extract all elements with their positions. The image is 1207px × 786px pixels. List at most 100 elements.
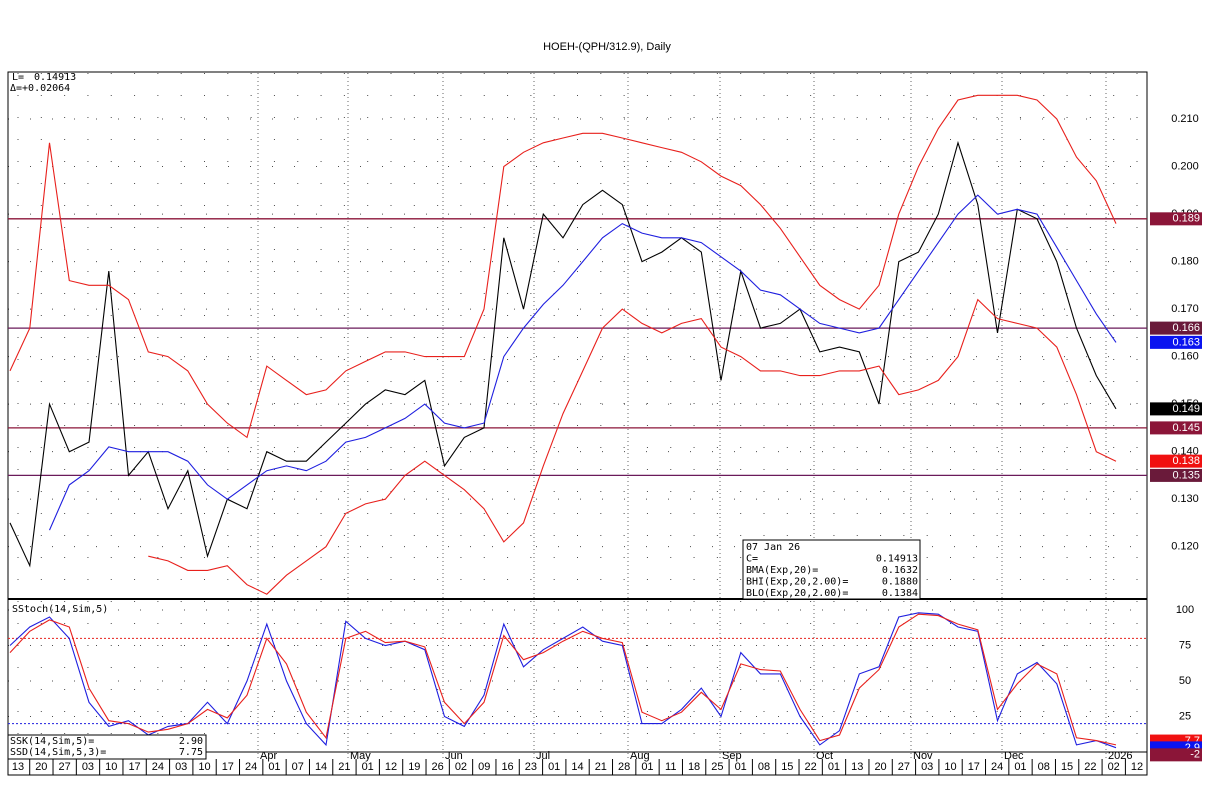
month-label: Aug [630, 750, 650, 762]
series-line [9, 94, 1117, 439]
y-tick-label: 0.200 [1171, 160, 1199, 172]
x-tick-label: 03 [82, 761, 94, 773]
x-tick-label: 21 [338, 761, 350, 773]
x-tick-label: 01 [362, 761, 374, 773]
x-tick-label: 24 [152, 761, 164, 773]
info-value: 0.1880 [882, 577, 918, 588]
x-tick-label: 10 [198, 761, 210, 773]
panel-title: SStoch(14,Sim,5) [12, 604, 108, 615]
x-tick-label: 11 [665, 761, 676, 773]
y-tick-label: 0.140 [1171, 446, 1199, 458]
info-value: 0.14913 [876, 554, 918, 565]
y-tick-label: 75 [1179, 639, 1191, 651]
price-label: 0.135 [1172, 469, 1200, 481]
x-tick-label: 03 [175, 761, 187, 773]
x-tick-label: 22 [805, 761, 817, 773]
x-tick-label: 17 [222, 761, 234, 773]
series-line [148, 298, 1117, 595]
price-label: 0.166 [1172, 322, 1200, 334]
y-tick-label: 25 [1179, 710, 1191, 722]
y-tick-label: 0.180 [1171, 255, 1199, 267]
x-tick-label: 01 [1014, 761, 1026, 773]
x-tick-label: 28 [618, 761, 630, 773]
x-tick-label: 27 [898, 761, 910, 773]
price-label: 0.138 [1172, 455, 1200, 467]
x-tick-label: 01 [828, 761, 840, 773]
price-label: 0.145 [1172, 422, 1200, 434]
price-label-box [1150, 454, 1202, 468]
x-tick-label: 27 [59, 761, 71, 773]
x-tick-label: 02 [455, 761, 467, 773]
last-value: 0.14913 [34, 72, 76, 83]
y-tick-label: 0.170 [1171, 303, 1199, 315]
delta-label: Δ=+0.02064 [10, 83, 70, 94]
x-tick-label: 19 [408, 761, 420, 773]
y-tick-label: 0.130 [1171, 493, 1199, 505]
x-tick-label: 23 [525, 761, 537, 773]
price-label: 0.149 [1172, 403, 1200, 415]
price-label-box [1150, 421, 1202, 435]
x-tick-label: 01 [641, 761, 653, 773]
info-label: BHI(Exp,20,2.00)= [746, 577, 848, 588]
info-label: C= [746, 554, 758, 565]
x-tick-label: 24 [991, 761, 1003, 773]
info-label: BLO(Exp,20,2.00)= [746, 588, 848, 599]
x-tick-label: 22 [1084, 761, 1096, 773]
series-line [9, 613, 1117, 746]
month-label: Apr [260, 750, 277, 762]
info-box [742, 539, 921, 600]
price-label: 0.163 [1172, 336, 1200, 348]
month-label: May [350, 750, 371, 762]
y-tick-label: 0.120 [1171, 541, 1199, 553]
x-tick-label: 14 [315, 761, 327, 773]
x-tick-label: 10 [105, 761, 117, 773]
y-tick-label: 50 [1179, 675, 1191, 687]
price-label: -2 [1190, 749, 1200, 761]
x-tick-label: 17 [968, 761, 980, 773]
series-line [9, 140, 1117, 568]
x-tick-label: 01 [268, 761, 280, 773]
month-label: Sep [722, 750, 742, 762]
x-tick-label: 10 [944, 761, 956, 773]
month-label: Nov [913, 750, 933, 762]
x-tick-label: 21 [595, 761, 607, 773]
price-label-box [1150, 212, 1202, 226]
x-tick-label: 01 [548, 761, 560, 773]
y-tick-label: 0.210 [1171, 113, 1199, 125]
x-tick-label: 16 [501, 761, 513, 773]
x-tick-label: 20 [874, 761, 886, 773]
price-label-box [1150, 321, 1202, 335]
x-tick-label: 13 [851, 761, 863, 773]
x-tick-label: 07 [292, 761, 304, 773]
x-tick-label: 17 [128, 761, 140, 773]
price-label-box [1150, 335, 1202, 349]
series-line [48, 194, 1117, 531]
month-label: Jul [536, 750, 550, 762]
x-tick-label: 09 [478, 761, 490, 773]
price-label-box [1150, 402, 1202, 416]
x-tick-label: 25 [711, 761, 723, 773]
info-label: 07 Jan 26 [746, 542, 800, 553]
month-label: Dec [1004, 750, 1024, 762]
month-label: Jun [445, 750, 463, 762]
info-value: 0.1384 [882, 588, 918, 599]
readout-box [7, 734, 207, 760]
readout-value: 7.75 [179, 747, 203, 758]
x-tick-label: 08 [1038, 761, 1050, 773]
x-tick-label: 24 [245, 761, 257, 773]
x-tick-label: 12 [385, 761, 397, 773]
price-label-box [1150, 468, 1202, 482]
x-tick-label: 26 [432, 761, 444, 773]
date-axis [7, 751, 1148, 776]
chart-title: HOEH-(QPH/312.9), Daily [543, 41, 671, 53]
month-label: Oct [816, 750, 833, 762]
x-tick-label: 02 [1108, 761, 1120, 773]
series-line [9, 612, 1117, 749]
x-tick-label: 12 [1131, 761, 1143, 773]
last-label: L= [12, 72, 24, 83]
x-tick-label: 03 [921, 761, 933, 773]
month-label: 2026 [1108, 750, 1132, 762]
info-value: 0.1632 [882, 565, 918, 576]
y-tick-label: 0.160 [1171, 351, 1199, 363]
